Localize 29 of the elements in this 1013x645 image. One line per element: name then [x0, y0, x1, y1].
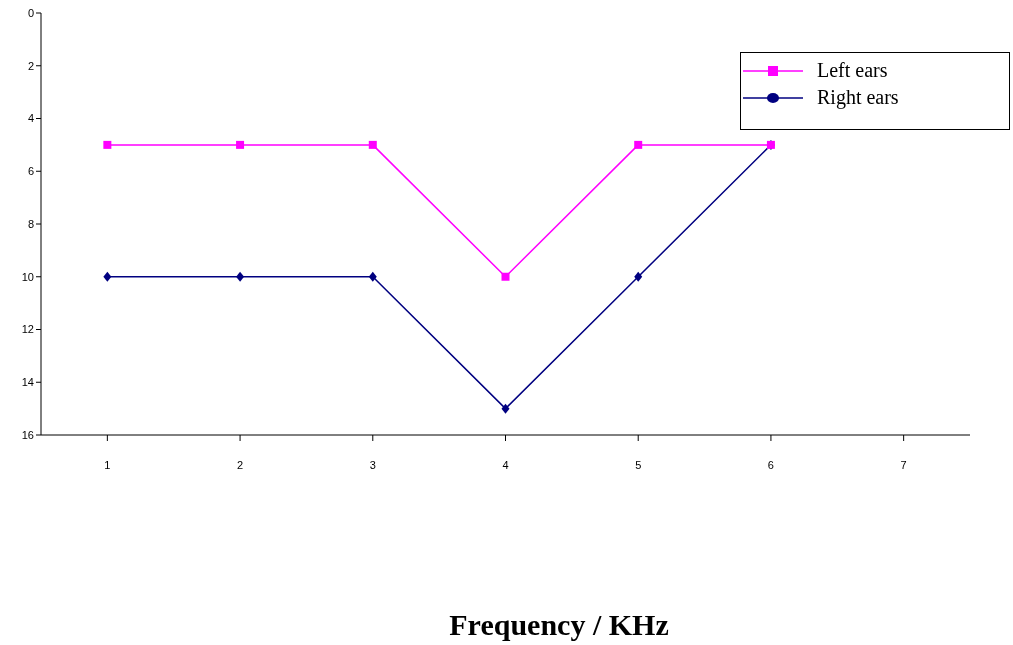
- point: [501, 272, 510, 281]
- x-tick-label: 7: [900, 458, 907, 471]
- y-tick-label: 10: [21, 270, 34, 283]
- y-tick-label: 4: [27, 112, 34, 125]
- point: [103, 271, 112, 282]
- y-tick-label: 16: [21, 428, 34, 441]
- point: [103, 140, 112, 149]
- y-tick-label: 14: [21, 376, 34, 389]
- x-tick-label: 4: [502, 458, 509, 471]
- point: [368, 271, 377, 282]
- point: [368, 140, 377, 149]
- point: [501, 403, 510, 414]
- y-tick-label: 8: [27, 217, 34, 230]
- x-axis-title: Frequency / KHz: [448, 608, 670, 642]
- x-tick-label: 2: [237, 458, 244, 471]
- x-tick-label: 6: [767, 458, 774, 471]
- legend-label: Right ears: [817, 86, 899, 109]
- point: [634, 140, 643, 149]
- x-tick-label: 5: [635, 458, 642, 471]
- point: [236, 140, 245, 149]
- y-tick-label: 12: [21, 323, 34, 336]
- x-tick-label: 3: [369, 458, 376, 471]
- point: [634, 271, 643, 282]
- point: [236, 271, 245, 282]
- y-tick-label: 0: [27, 6, 34, 19]
- x-tick-label: 1: [104, 458, 111, 471]
- y-tick-label: 2: [27, 59, 34, 72]
- legend-label: Left ears: [817, 59, 888, 82]
- y-tick-label: 6: [27, 165, 34, 178]
